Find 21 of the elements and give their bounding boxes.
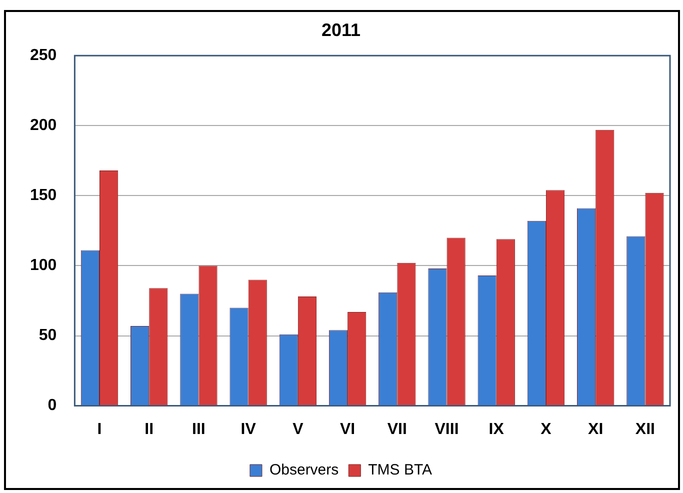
- x-tick-label: X: [540, 420, 552, 438]
- x-tick-label: VIII: [434, 420, 459, 438]
- y-tick-label: 200: [30, 117, 57, 134]
- x-tick-label: VI: [340, 420, 356, 438]
- x-tick-label: IV: [240, 420, 256, 438]
- y-tick-label: 100: [30, 257, 57, 274]
- chart-title: 2011: [321, 20, 361, 40]
- y-tick-label: 150: [30, 187, 57, 204]
- x-tick-label: III: [192, 420, 206, 438]
- y-tick-label: 250: [30, 47, 57, 64]
- x-tick-label: VII: [387, 420, 407, 438]
- x-tick-label: I: [97, 420, 102, 438]
- y-tick-label: 0: [48, 397, 57, 414]
- legend-label: Observers: [269, 462, 339, 479]
- x-tick-label: XI: [588, 420, 604, 438]
- x-tick-label: V: [292, 420, 304, 438]
- x-tick-label: IX: [488, 420, 504, 438]
- x-tick-label: II: [144, 420, 154, 438]
- legend-label: TMS BTA: [368, 462, 432, 479]
- x-tick-label: XII: [635, 420, 655, 438]
- y-tick-label: 50: [38, 327, 57, 344]
